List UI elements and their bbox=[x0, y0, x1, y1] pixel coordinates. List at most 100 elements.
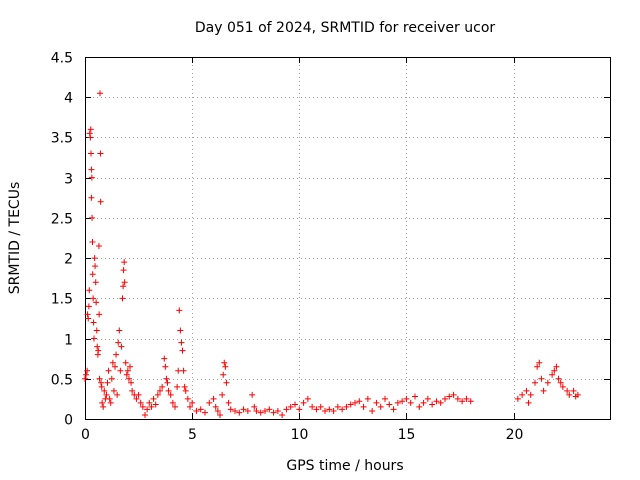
data-point bbox=[88, 166, 95, 173]
data-point bbox=[240, 406, 247, 413]
data-point bbox=[356, 398, 363, 405]
data-point bbox=[116, 327, 123, 334]
data-point bbox=[459, 398, 466, 405]
data-point bbox=[165, 387, 172, 394]
y-tick-label: 4 bbox=[64, 91, 73, 107]
data-point bbox=[91, 255, 98, 262]
data-point bbox=[120, 267, 127, 274]
data-points bbox=[82, 90, 581, 418]
data-point bbox=[137, 399, 144, 406]
data-point bbox=[82, 375, 88, 382]
data-point bbox=[253, 407, 260, 414]
data-point bbox=[162, 363, 169, 370]
data-point bbox=[88, 194, 95, 201]
data-point bbox=[266, 406, 273, 413]
x-tick-label: 15 bbox=[398, 427, 416, 443]
data-point bbox=[564, 387, 571, 394]
axes bbox=[85, 57, 611, 420]
data-point bbox=[222, 363, 229, 370]
data-point bbox=[296, 406, 303, 413]
data-point bbox=[107, 399, 114, 406]
data-point bbox=[249, 391, 256, 398]
data-point bbox=[377, 403, 384, 410]
data-point bbox=[262, 407, 268, 414]
data-point bbox=[129, 387, 136, 394]
data-point bbox=[146, 399, 153, 406]
data-point bbox=[442, 395, 448, 402]
y-tick-label: 1 bbox=[64, 333, 73, 349]
data-point bbox=[450, 391, 457, 398]
data-point bbox=[227, 406, 234, 413]
data-point bbox=[527, 391, 534, 398]
data-point bbox=[175, 367, 182, 374]
data-point bbox=[122, 359, 129, 366]
data-point bbox=[182, 387, 189, 394]
data-point bbox=[187, 403, 193, 410]
data-point bbox=[566, 391, 573, 398]
data-point bbox=[89, 239, 96, 246]
data-point bbox=[534, 363, 541, 370]
data-point bbox=[144, 406, 151, 413]
y-axis-label: SRMTID / TECUs bbox=[7, 182, 23, 295]
data-point bbox=[169, 399, 176, 406]
data-point bbox=[109, 359, 116, 366]
data-point bbox=[292, 401, 298, 408]
data-point bbox=[121, 259, 128, 266]
data-point bbox=[283, 406, 290, 413]
y-tick-label: 2 bbox=[64, 252, 73, 268]
data-point bbox=[86, 130, 93, 137]
data-point bbox=[108, 375, 115, 382]
data-point bbox=[83, 371, 90, 378]
chart-title: Day 051 of 2024, SRMTID for receiver uco… bbox=[195, 20, 496, 36]
data-point bbox=[412, 393, 418, 400]
data-point bbox=[343, 403, 350, 410]
data-point bbox=[88, 174, 95, 181]
data-point bbox=[97, 198, 104, 205]
data-point bbox=[549, 371, 556, 378]
data-point bbox=[93, 327, 100, 334]
data-point bbox=[85, 315, 92, 322]
data-point bbox=[390, 406, 397, 413]
data-point bbox=[184, 395, 191, 402]
data-point bbox=[97, 90, 103, 97]
data-point bbox=[89, 214, 96, 221]
data-point bbox=[167, 391, 174, 398]
data-point bbox=[99, 399, 106, 406]
data-point bbox=[244, 407, 251, 414]
data-point bbox=[174, 383, 181, 390]
data-point bbox=[334, 403, 341, 410]
data-point bbox=[373, 399, 380, 406]
x-tick-label: 0 bbox=[81, 427, 90, 443]
data-point bbox=[300, 399, 307, 406]
data-point bbox=[525, 399, 532, 406]
data-point bbox=[304, 395, 311, 402]
y-tick-label: 0 bbox=[64, 413, 73, 429]
data-point bbox=[257, 409, 264, 416]
data-point bbox=[274, 407, 281, 414]
data-point bbox=[90, 319, 97, 326]
data-point bbox=[420, 399, 427, 406]
data-point bbox=[399, 398, 406, 405]
grid-lines bbox=[85, 57, 610, 419]
data-point bbox=[97, 150, 104, 157]
data-point bbox=[437, 399, 444, 406]
data-point bbox=[407, 399, 414, 406]
data-point bbox=[232, 407, 238, 414]
data-point bbox=[92, 263, 99, 270]
data-point bbox=[270, 409, 277, 416]
data-point bbox=[559, 383, 566, 390]
x-tick-label: 5 bbox=[188, 427, 197, 443]
data-point bbox=[106, 395, 113, 402]
data-point bbox=[180, 367, 187, 374]
x-tick-label: 20 bbox=[506, 427, 524, 443]
data-point bbox=[574, 391, 581, 398]
data-point bbox=[514, 395, 521, 402]
data-point bbox=[193, 407, 200, 414]
data-point bbox=[523, 387, 530, 394]
data-point bbox=[360, 403, 367, 410]
data-point bbox=[210, 395, 217, 402]
data-point bbox=[128, 379, 135, 386]
data-point bbox=[538, 375, 545, 382]
data-point bbox=[197, 406, 204, 413]
